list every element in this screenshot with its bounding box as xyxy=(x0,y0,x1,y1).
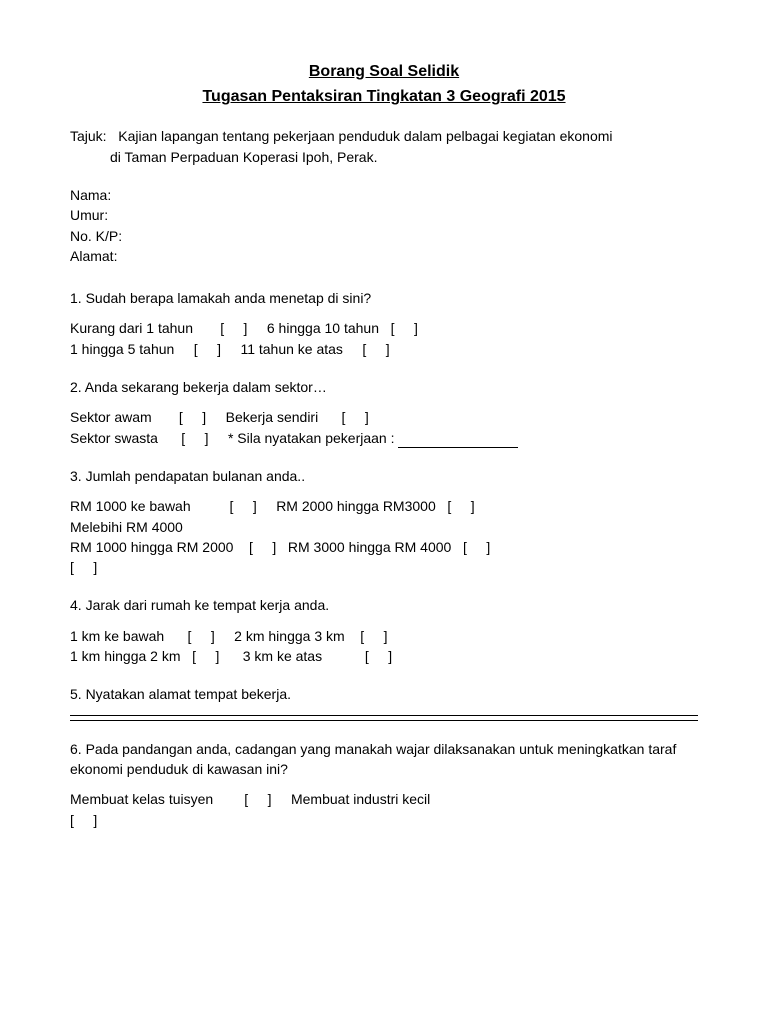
field-nama: Nama: xyxy=(70,185,698,205)
q6-row-2: [ ] xyxy=(70,810,698,830)
question-4-options: 1 km ke bawah [ ] 2 km hingga 3 km [ ] 1… xyxy=(70,626,698,667)
blank-line xyxy=(398,447,518,448)
field-alamat: Alamat: xyxy=(70,246,698,266)
q2-row-1: Sektor awam [ ] Bekerja sendiri [ ] xyxy=(70,407,698,427)
q4-row-2: 1 km hingga 2 km [ ] 3 km ke atas [ ] xyxy=(70,646,698,666)
q1-row-2: 1 hingga 5 tahun [ ] 11 tahun ke atas [ … xyxy=(70,339,698,359)
horizontal-rule xyxy=(70,715,698,716)
q3-row-2: Melebihi RM 4000 xyxy=(70,517,698,537)
title-line-2: Tugasan Pentaksiran Tingkatan 3 Geografi… xyxy=(70,85,698,108)
answer-lines xyxy=(70,715,698,721)
q2-row-2-text: Sektor swasta [ ] * Sila nyatakan pekerj… xyxy=(70,430,398,446)
q3-row-4: [ ] xyxy=(70,557,698,577)
horizontal-rule xyxy=(70,720,698,721)
q3-row-3: RM 1000 hingga RM 2000 [ ] RM 3000 hingg… xyxy=(70,537,698,557)
question-1: 1. Sudah berapa lamakah anda menetap di … xyxy=(70,288,698,308)
question-6-options: Membuat kelas tuisyen [ ] Membuat indust… xyxy=(70,789,698,830)
q4-row-1: 1 km ke bawah [ ] 2 km hingga 3 km [ ] xyxy=(70,626,698,646)
question-6: 6. Pada pandangan anda, cadangan yang ma… xyxy=(70,739,698,780)
tajuk-line-2: di Taman Perpaduan Koperasi Ipoh, Perak. xyxy=(70,147,698,167)
q2-row-2: Sektor swasta [ ] * Sila nyatakan pekerj… xyxy=(70,428,698,448)
q3-row-1: RM 1000 ke bawah [ ] RM 2000 hingga RM30… xyxy=(70,496,698,516)
question-4: 4. Jarak dari rumah ke tempat kerja anda… xyxy=(70,595,698,615)
question-2-options: Sektor awam [ ] Bekerja sendiri [ ] Sekt… xyxy=(70,407,698,448)
question-5: 5. Nyatakan alamat tempat bekerja. xyxy=(70,684,698,704)
q1-row-1: Kurang dari 1 tahun [ ] 6 hingga 10 tahu… xyxy=(70,318,698,338)
question-3-options: RM 1000 ke bawah [ ] RM 2000 hingga RM30… xyxy=(70,496,698,577)
question-2: 2. Anda sekarang bekerja dalam sektor… xyxy=(70,377,698,397)
tajuk-label: Tajuk: xyxy=(70,128,107,144)
title-line-1: Borang Soal Selidik xyxy=(70,60,698,83)
document-title: Borang Soal Selidik Tugasan Pentaksiran … xyxy=(70,60,698,108)
fields-block: Nama: Umur: No. K/P: Alamat: xyxy=(70,185,698,266)
tajuk-line-1: Tajuk: Kajian lapangan tentang pekerjaan… xyxy=(70,126,698,146)
field-umur: Umur: xyxy=(70,205,698,225)
field-nokp: No. K/P: xyxy=(70,226,698,246)
question-3: 3. Jumlah pendapatan bulanan anda.. xyxy=(70,466,698,486)
question-1-options: Kurang dari 1 tahun [ ] 6 hingga 10 tahu… xyxy=(70,318,698,359)
q6-row-1: Membuat kelas tuisyen [ ] Membuat indust… xyxy=(70,789,698,809)
tajuk-block: Tajuk: Kajian lapangan tentang pekerjaan… xyxy=(70,126,698,167)
tajuk-text-1: Kajian lapangan tentang pekerjaan pendud… xyxy=(118,128,612,144)
